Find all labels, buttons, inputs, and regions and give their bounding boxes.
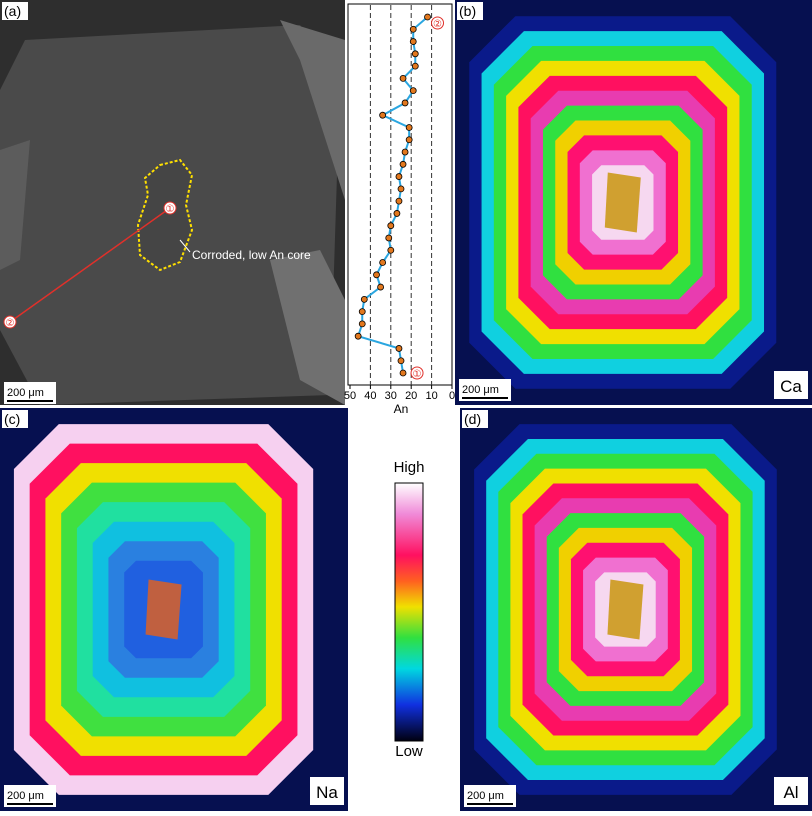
marker	[410, 366, 424, 380]
x-tick-label: 10	[425, 390, 437, 402]
point	[373, 271, 380, 279]
profile-line	[9, 207, 171, 323]
point	[409, 25, 417, 33]
x-axis-label: An	[394, 402, 409, 416]
point	[411, 62, 419, 70]
point	[358, 320, 366, 328]
grain	[0, 140, 30, 270]
point	[387, 246, 395, 254]
core	[607, 579, 644, 640]
point	[354, 332, 362, 340]
point	[395, 173, 403, 180]
x-tick-label: 20	[405, 390, 417, 402]
label-box	[462, 410, 488, 428]
point	[401, 148, 409, 156]
point	[397, 185, 405, 193]
colorbar-high: High	[394, 459, 425, 476]
element-box	[774, 777, 808, 805]
point	[393, 210, 401, 217]
scale-bar-label: 200 μm	[7, 387, 44, 399]
arrow	[179, 239, 191, 253]
panel-label: (a)	[4, 3, 21, 19]
grain	[270, 250, 345, 405]
element-label: Na	[316, 783, 338, 802]
end-marker: ②	[433, 19, 442, 30]
label-box	[2, 2, 28, 20]
marker	[3, 315, 17, 329]
point	[395, 197, 403, 205]
core-note: Corroded, low An core	[192, 248, 311, 262]
grain	[280, 20, 345, 200]
element-box	[774, 371, 808, 399]
x-tick-label: 0	[449, 390, 455, 402]
scale-bar-label: 200 μm	[7, 790, 44, 802]
label-box	[457, 2, 483, 20]
point	[411, 50, 419, 58]
element-label: Al	[783, 783, 798, 802]
corroded-core	[136, 158, 194, 272]
profile-chart: 50 40 30 20 10 0 An ② ①	[344, 5, 455, 416]
panel-label: (d)	[464, 411, 481, 427]
start-marker: ①	[166, 204, 175, 215]
scale-box	[459, 379, 511, 401]
point	[424, 13, 431, 21]
x-tick-label: 40	[364, 390, 376, 402]
point	[377, 283, 385, 291]
point	[360, 295, 368, 303]
point	[405, 136, 413, 144]
point	[387, 222, 395, 230]
end-marker: ②	[6, 318, 15, 329]
colorbar-low: Low	[395, 743, 423, 760]
point	[385, 234, 393, 242]
core	[145, 579, 182, 640]
point	[399, 160, 407, 168]
element-label: Ca	[780, 377, 802, 396]
point	[399, 74, 407, 82]
scale-box	[4, 785, 56, 807]
point	[395, 345, 403, 352]
colorbar	[394, 482, 424, 742]
panel-label: (b)	[459, 3, 476, 19]
x-tick-label: 50	[344, 390, 356, 402]
label-box	[2, 410, 28, 428]
point	[399, 369, 407, 377]
marker	[163, 201, 177, 215]
scale-box	[4, 382, 56, 404]
x-tick-label: 30	[385, 390, 397, 402]
point	[358, 308, 366, 316]
panel-label: (c)	[4, 411, 20, 427]
start-marker: ①	[413, 369, 422, 380]
scale-box	[464, 785, 516, 807]
core	[604, 172, 641, 233]
plot-frame	[347, 3, 453, 386]
point	[409, 38, 417, 45]
scale-bar-label: 200 μm	[467, 790, 504, 802]
marker	[431, 16, 445, 30]
point	[405, 124, 413, 131]
point	[379, 259, 387, 266]
point	[397, 357, 405, 365]
point	[409, 87, 417, 95]
scale-bar-label: 200 μm	[462, 384, 499, 396]
element-box	[310, 777, 344, 805]
point	[401, 99, 409, 107]
point	[379, 111, 387, 119]
